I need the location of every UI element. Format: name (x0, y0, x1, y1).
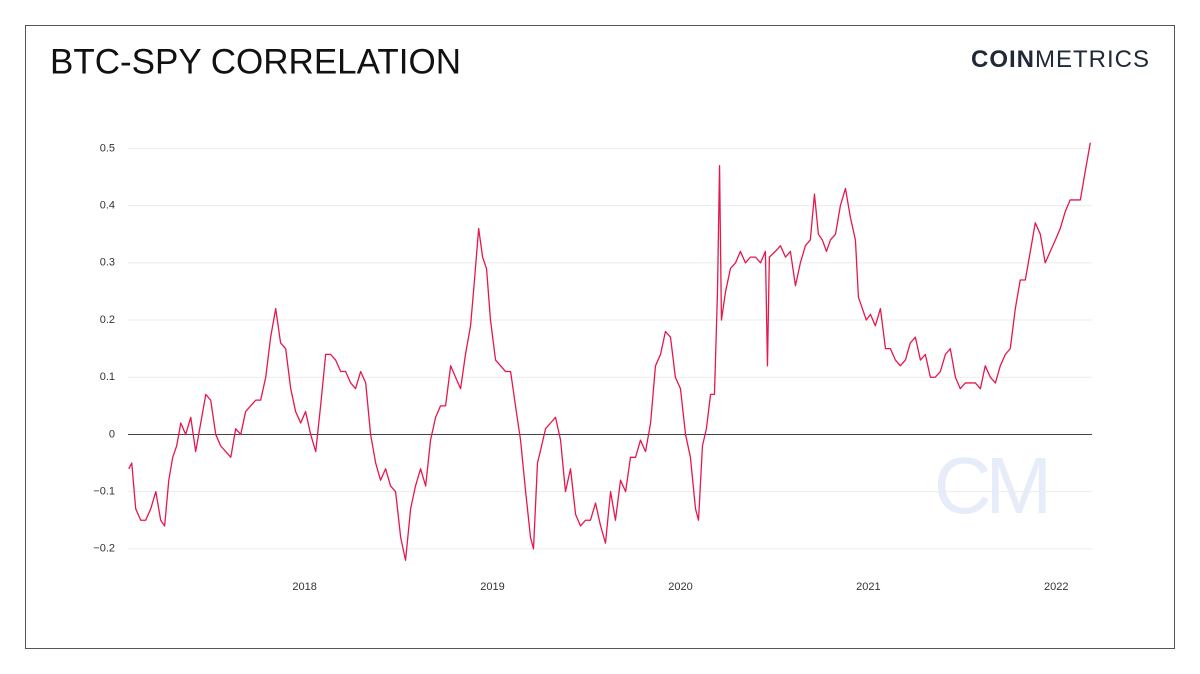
chart-title: BTC-SPY CORRELATION (50, 42, 461, 81)
series-line (128, 142, 1091, 561)
frame (25, 25, 1175, 649)
x-tick-label: 2019 (480, 581, 504, 593)
x-tick-label: 2018 (292, 581, 316, 593)
y-tick-label: −0.2 (93, 543, 115, 555)
x-tick-label: 2021 (856, 581, 880, 593)
y-tick-label: 0.3 (100, 257, 115, 269)
brand-bold: COIN (971, 46, 1035, 73)
x-tick-label: 2022 (1044, 581, 1068, 593)
y-tick-label: 0.1 (100, 371, 115, 383)
y-tick-label: −0.1 (93, 486, 115, 498)
y-tick-label: 0.4 (100, 200, 115, 212)
brand-logo: COINMETRICS (971, 46, 1150, 73)
watermark: CM (934, 441, 1047, 530)
y-tick-label: 0 (109, 428, 115, 440)
y-tick-label: 0.5 (100, 142, 115, 154)
x-tick-label: 2020 (668, 581, 692, 593)
y-tick-label: 0.2 (100, 314, 115, 326)
brand-light: METRICS (1035, 46, 1150, 73)
